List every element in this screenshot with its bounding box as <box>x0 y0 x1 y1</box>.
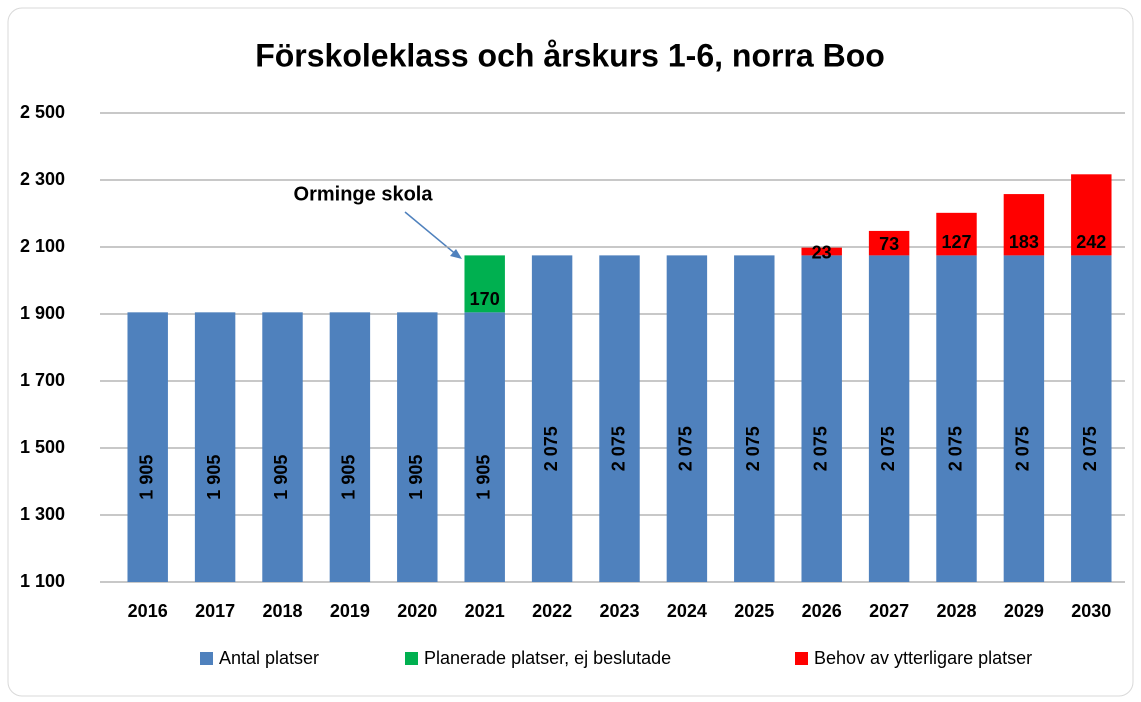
bar-segment <box>868 255 910 582</box>
data-label: 2 075 <box>810 426 830 471</box>
bar-segment <box>194 312 236 582</box>
data-label: 2 075 <box>1080 426 1100 471</box>
data-label: 2 075 <box>676 426 696 471</box>
bar-segment <box>666 255 708 582</box>
bar-segment <box>936 212 977 256</box>
bar-segment <box>936 255 977 582</box>
bar-segment <box>734 255 775 582</box>
y-tick-label: 1 100 <box>20 571 65 591</box>
bar-segment <box>1003 255 1045 582</box>
chart-title: Förskoleklass och årskurs 1-6, norra Boo <box>255 37 885 73</box>
data-label: 2 075 <box>608 426 628 471</box>
data-label: 242 <box>1076 232 1106 252</box>
y-tick-label: 1 700 <box>20 370 65 390</box>
x-tick-label: 2021 <box>465 601 505 621</box>
bar-segment <box>599 255 640 582</box>
y-tick-label: 2 500 <box>20 102 65 122</box>
annotation: Orminge skola <box>294 183 434 205</box>
legend-label: Behov av ytterligare platser <box>814 648 1032 668</box>
x-tick-label: 2019 <box>330 601 370 621</box>
data-label: 2 075 <box>878 426 898 471</box>
x-tick-label: 2022 <box>532 601 572 621</box>
data-label: 2 075 <box>743 426 763 471</box>
annotation-arrow <box>404 211 459 257</box>
bar-segment <box>1071 174 1112 256</box>
data-label: 23 <box>812 242 832 262</box>
y-tick-label: 1 500 <box>20 437 65 457</box>
bar-segment <box>1003 194 1045 256</box>
x-tick-label: 2027 <box>869 601 909 621</box>
x-tick-label: 2026 <box>802 601 842 621</box>
data-label: 2 075 <box>945 426 965 471</box>
bar-segment <box>801 255 842 582</box>
legend-swatch <box>795 652 808 665</box>
x-tick-label: 2029 <box>1004 601 1044 621</box>
data-label: 1 905 <box>406 455 426 500</box>
data-label: 183 <box>1009 232 1039 252</box>
bar-segment <box>329 312 371 582</box>
data-label: 127 <box>941 232 971 252</box>
legend-swatch <box>405 652 418 665</box>
bar-segment <box>464 255 505 313</box>
bar-segment <box>531 255 573 582</box>
x-tick-label: 2023 <box>599 601 639 621</box>
bar-segment <box>397 312 438 582</box>
data-label: 73 <box>879 234 899 254</box>
annotation-arrowhead <box>450 249 462 259</box>
bar-segment <box>262 312 303 582</box>
data-label: 170 <box>470 289 500 309</box>
x-tick-label: 2017 <box>195 601 235 621</box>
bar-segment <box>1071 255 1112 582</box>
data-label: 1 905 <box>271 455 291 500</box>
legend-label: Antal platser <box>219 648 319 668</box>
y-tick-label: 1 300 <box>20 504 65 524</box>
x-tick-label: 2028 <box>936 601 976 621</box>
x-tick-label: 2020 <box>397 601 437 621</box>
x-tick-label: 2030 <box>1071 601 1111 621</box>
y-tick-label: 1 900 <box>20 303 65 323</box>
data-label: 1 905 <box>204 455 224 500</box>
bar-segment <box>127 312 168 582</box>
y-tick-label: 2 300 <box>20 169 65 189</box>
x-tick-label: 2016 <box>128 601 168 621</box>
data-label: 1 905 <box>136 455 156 500</box>
data-label: 2 075 <box>1013 426 1033 471</box>
bar-segment <box>868 230 910 256</box>
data-label: 1 905 <box>473 455 493 500</box>
x-tick-label: 2025 <box>734 601 774 621</box>
x-tick-label: 2018 <box>262 601 302 621</box>
bar-segment <box>464 312 505 582</box>
y-tick-label: 2 100 <box>20 236 65 256</box>
x-tick-label: 2024 <box>667 601 707 621</box>
legend-swatch <box>200 652 213 665</box>
legend-label: Planerade platser, ej beslutade <box>424 648 671 668</box>
data-label: 1 905 <box>339 455 359 500</box>
bar-segment <box>801 247 842 256</box>
data-label: 2 075 <box>541 426 561 471</box>
